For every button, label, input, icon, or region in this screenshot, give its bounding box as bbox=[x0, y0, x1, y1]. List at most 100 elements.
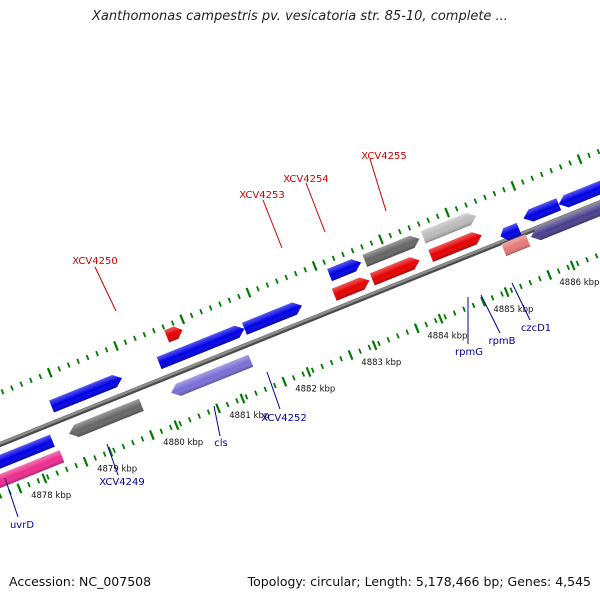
inner-tick-mark bbox=[74, 462, 78, 469]
outer-tick-mark bbox=[350, 247, 355, 254]
gene-rpmB[interactable] bbox=[521, 198, 562, 224]
gene-label[interactable]: XCV4255 bbox=[361, 151, 406, 162]
outer-tick-mark bbox=[29, 377, 33, 384]
gene-blue-small-2[interactable] bbox=[507, 222, 522, 239]
inner-tick-mark bbox=[131, 439, 135, 446]
scale-tick-label: 4881 kbp bbox=[229, 411, 269, 421]
gene-shading bbox=[428, 232, 482, 262]
gene-cls[interactable] bbox=[169, 354, 254, 399]
outer-tick-mark bbox=[360, 244, 364, 250]
gene-rpmG[interactable] bbox=[501, 234, 531, 257]
inner-tick-mark bbox=[159, 428, 164, 434]
gene-uvrD[interactable] bbox=[0, 450, 65, 497]
outer-tick-mark bbox=[0, 389, 5, 395]
inner-tick-mark bbox=[490, 295, 495, 301]
inner-tick-mark bbox=[556, 268, 561, 274]
inner-tick-mark bbox=[546, 269, 553, 280]
gene-label[interactable]: XCV4253 bbox=[239, 190, 284, 201]
inner-tick-mark bbox=[575, 260, 580, 267]
inner-tick-mark bbox=[281, 376, 288, 387]
gene-shading bbox=[327, 259, 362, 282]
outer-tick-mark bbox=[331, 255, 336, 262]
inner-tick-mark bbox=[140, 436, 145, 442]
scale-tick-label: 4882 kbp bbox=[295, 385, 335, 395]
gene-shading bbox=[420, 212, 477, 244]
inner-tick-mark bbox=[452, 310, 457, 316]
outer-tick-mark bbox=[539, 171, 544, 178]
outer-tick-mark bbox=[152, 328, 156, 334]
inner-tick-mark bbox=[16, 483, 23, 494]
outer-tick-mark bbox=[38, 373, 43, 380]
outer-tick-mark bbox=[293, 270, 298, 277]
outer-tick-mark bbox=[521, 179, 525, 185]
gene-blue-fwd-1[interactable] bbox=[49, 372, 124, 413]
gene-label[interactable]: rpmB bbox=[488, 336, 515, 347]
outer-tick-mark bbox=[46, 367, 53, 378]
inner-tick-mark bbox=[112, 447, 116, 454]
gene-label[interactable]: XCV4252 bbox=[261, 413, 306, 424]
gene-shading bbox=[509, 222, 522, 238]
gene-XCV4249[interactable] bbox=[67, 398, 144, 440]
inner-tick-mark bbox=[291, 375, 296, 381]
gene-red-fwd-2[interactable] bbox=[428, 229, 484, 262]
inner-tick-mark bbox=[320, 363, 324, 370]
scale-major-tick bbox=[239, 393, 246, 404]
outer-tick-mark bbox=[558, 164, 563, 170]
gene-label[interactable]: XCV4254 bbox=[283, 174, 328, 185]
gene-label[interactable]: czcD1 bbox=[521, 323, 551, 334]
outer-tick-mark bbox=[123, 339, 128, 345]
outer-tick-mark bbox=[473, 198, 478, 204]
scale-tick-label: 4879 kbp bbox=[97, 464, 137, 474]
outer-tick-mark bbox=[369, 240, 374, 246]
gene-blue-fwd-2[interactable] bbox=[156, 323, 247, 370]
gene-shading bbox=[69, 398, 144, 437]
gene-czcD1[interactable] bbox=[529, 182, 600, 243]
outer-tick-mark bbox=[341, 251, 345, 258]
outer-tick-mark bbox=[189, 312, 194, 319]
gene-shading bbox=[164, 326, 183, 343]
gene-shading bbox=[0, 450, 65, 495]
backbone bbox=[0, 200, 600, 448]
gene-uvrD-track[interactable] bbox=[0, 434, 55, 481]
outer-tick-mark bbox=[76, 358, 80, 365]
gene-label[interactable]: XCV4250 bbox=[72, 256, 117, 267]
gene-shading bbox=[501, 234, 531, 257]
inner-tick-mark bbox=[367, 344, 372, 351]
outer-tick-mark bbox=[113, 340, 119, 352]
outer-tick-mark bbox=[170, 320, 175, 326]
gene-label[interactable]: uvrD bbox=[10, 520, 34, 531]
gene-blue-fwd-4[interactable] bbox=[327, 256, 363, 282]
outer-tick-mark bbox=[256, 286, 260, 292]
outer-tick-mark bbox=[284, 274, 289, 281]
scale-tick-label: 4886 kbp bbox=[559, 278, 599, 288]
gene-blue-rev-large[interactable] bbox=[556, 163, 600, 210]
outer-tick-mark bbox=[483, 194, 487, 201]
gene-XCV4254[interactable] bbox=[362, 233, 422, 267]
gene-red-fwd-1[interactable] bbox=[331, 274, 372, 301]
gene-XCV4255[interactable] bbox=[420, 210, 479, 244]
outer-tick-mark bbox=[464, 202, 468, 208]
inner-tick-mark bbox=[197, 413, 201, 419]
label-leader-line bbox=[480, 294, 501, 334]
inner-tick-mark bbox=[215, 403, 221, 414]
scale-major-tick bbox=[503, 287, 510, 298]
outer-tick-mark bbox=[398, 228, 402, 235]
inner-tick-mark bbox=[405, 329, 410, 335]
outer-tick-mark bbox=[388, 232, 393, 239]
scale-major-tick bbox=[305, 366, 312, 377]
inner-tick-mark bbox=[187, 417, 192, 423]
scale-major-tick bbox=[437, 313, 444, 324]
gene-blue-fwd-3[interactable] bbox=[242, 300, 304, 335]
outer-tick-mark bbox=[303, 267, 308, 273]
inner-tick-mark bbox=[0, 493, 3, 499]
inner-tick-mark bbox=[471, 302, 476, 309]
gene-XCV4253[interactable] bbox=[369, 254, 422, 286]
outer-tick-mark bbox=[85, 354, 90, 361]
scale-tick-label: 4880 kbp bbox=[163, 438, 203, 448]
gene-label[interactable]: rpmG bbox=[455, 347, 483, 358]
gene-label[interactable]: cls bbox=[214, 438, 228, 449]
gene-label[interactable]: XCV4249 bbox=[99, 477, 144, 488]
gene-XCV4250[interactable] bbox=[164, 324, 185, 343]
outer-tick-mark bbox=[510, 180, 517, 191]
